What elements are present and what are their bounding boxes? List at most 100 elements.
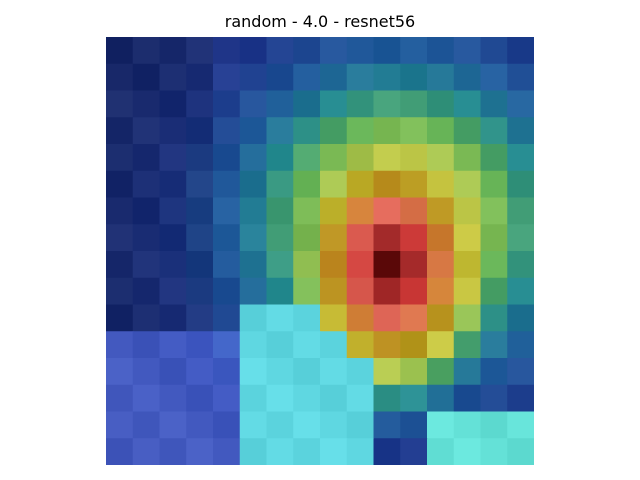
heatmap-cell <box>427 63 455 92</box>
heatmap-cell <box>159 90 187 118</box>
heatmap-cell <box>186 304 214 332</box>
heatmap-cell <box>480 304 508 332</box>
heatmap-cell <box>106 304 134 332</box>
heatmap-cell <box>293 438 321 465</box>
heatmap-cell <box>480 144 508 172</box>
heatmap-cell <box>293 358 321 386</box>
heatmap-cell <box>320 358 348 386</box>
heatmap-cell <box>132 170 161 199</box>
heatmap-cell <box>213 384 241 413</box>
heatmap-cell <box>346 411 375 439</box>
heatmap-cell <box>346 90 375 118</box>
heatmap-cell <box>239 170 268 199</box>
heatmap-cell <box>346 197 375 225</box>
heatmap-cell <box>480 37 508 65</box>
heatmap-cell <box>186 251 214 279</box>
heatmap-cell <box>320 117 348 145</box>
heatmap-cell <box>213 63 241 92</box>
heatmap-cell <box>132 358 161 386</box>
heatmap-cell <box>373 63 401 92</box>
heatmap-cell <box>400 277 428 306</box>
heatmap-cell <box>427 90 455 118</box>
heatmap-cell <box>373 90 401 118</box>
heatmap-cell <box>266 251 294 279</box>
heatmap-cell <box>293 197 321 225</box>
heatmap-cell <box>373 117 401 145</box>
heatmap-cell <box>186 358 214 386</box>
heatmap-cell <box>427 37 455 65</box>
heatmap-cell <box>132 331 161 359</box>
heatmap-cell <box>346 304 375 332</box>
heatmap-cell <box>346 63 375 92</box>
heatmap-cell <box>373 224 401 252</box>
heatmap-cell <box>400 331 428 359</box>
heatmap-cell <box>346 170 375 199</box>
heatmap-cell <box>373 304 401 332</box>
heatmap-cell <box>266 304 294 332</box>
heatmap-cell <box>480 224 508 252</box>
heatmap-cell <box>400 197 428 225</box>
heatmap-cell <box>507 63 534 92</box>
heatmap-cell <box>453 438 482 465</box>
heatmap-cell <box>132 144 161 172</box>
heatmap-cell <box>132 224 161 252</box>
heatmap-cell <box>293 331 321 359</box>
heatmap-cell <box>266 90 294 118</box>
heatmap-cell <box>106 384 134 413</box>
heatmap-cell <box>427 251 455 279</box>
heatmap-cell <box>507 144 534 172</box>
heatmap-cell <box>132 197 161 225</box>
heatmap-cell <box>239 63 268 92</box>
heatmap-cell <box>346 117 375 145</box>
heatmap-cell <box>453 37 482 65</box>
heatmap-cell <box>480 438 508 465</box>
heatmap-cell <box>427 197 455 225</box>
heatmap-cell <box>480 170 508 199</box>
heatmap-cell <box>453 277 482 306</box>
heatmap-cell <box>346 358 375 386</box>
heatmap-cell <box>213 90 241 118</box>
heatmap-cell <box>132 251 161 279</box>
heatmap-cell <box>186 411 214 439</box>
heatmap-cell <box>239 358 268 386</box>
heatmap-cell <box>106 224 134 252</box>
heatmap-cell <box>480 90 508 118</box>
heatmap-cell <box>400 358 428 386</box>
heatmap-cell <box>132 384 161 413</box>
heatmap-cell <box>453 304 482 332</box>
heatmap-cell <box>159 411 187 439</box>
heatmap-cell <box>480 384 508 413</box>
heatmap-cell <box>266 384 294 413</box>
heatmap-cell <box>453 331 482 359</box>
heatmap-cell <box>266 144 294 172</box>
heatmap-cell <box>400 170 428 199</box>
heatmap-cell <box>453 144 482 172</box>
heatmap-cell <box>400 37 428 65</box>
heatmap-cell <box>400 251 428 279</box>
heatmap-cell <box>373 144 401 172</box>
heatmap-cell <box>320 37 348 65</box>
heatmap-cell <box>427 144 455 172</box>
heatmap-cell <box>346 251 375 279</box>
heatmap-cell <box>453 224 482 252</box>
heatmap-cell <box>427 170 455 199</box>
heatmap-cell <box>400 144 428 172</box>
heatmap-cell <box>480 358 508 386</box>
heatmap-cell <box>453 251 482 279</box>
heatmap-cell <box>159 277 187 306</box>
heatmap-cell <box>346 224 375 252</box>
heatmap-cell <box>266 37 294 65</box>
heatmap-cell <box>186 37 214 65</box>
heatmap-cell <box>453 197 482 225</box>
heatmap-cell <box>132 438 161 465</box>
heatmap-cell <box>132 411 161 439</box>
heatmap-cell <box>320 224 348 252</box>
heatmap-cell <box>400 304 428 332</box>
heatmap-cell <box>480 197 508 225</box>
heatmap-cell <box>239 144 268 172</box>
heatmap-cell <box>427 117 455 145</box>
heatmap-cell <box>266 197 294 225</box>
heatmap-cell <box>186 144 214 172</box>
heatmap-cell <box>320 277 348 306</box>
heatmap-cell <box>213 251 241 279</box>
